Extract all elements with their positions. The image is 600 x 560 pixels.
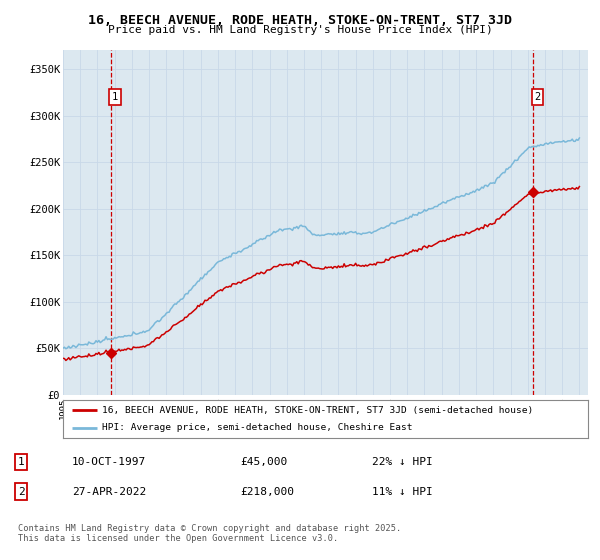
Text: £45,000: £45,000 [240,457,287,467]
Text: 2: 2 [17,487,25,497]
Text: 22% ↓ HPI: 22% ↓ HPI [372,457,433,467]
Text: 1: 1 [112,92,118,102]
Text: 1: 1 [17,457,25,467]
Text: 11% ↓ HPI: 11% ↓ HPI [372,487,433,497]
Text: 2: 2 [535,92,541,102]
Text: Price paid vs. HM Land Registry's House Price Index (HPI): Price paid vs. HM Land Registry's House … [107,25,493,35]
Text: 16, BEECH AVENUE, RODE HEATH, STOKE-ON-TRENT, ST7 3JD (semi-detached house): 16, BEECH AVENUE, RODE HEATH, STOKE-ON-T… [103,405,533,414]
Text: 16, BEECH AVENUE, RODE HEATH, STOKE-ON-TRENT, ST7 3JD: 16, BEECH AVENUE, RODE HEATH, STOKE-ON-T… [88,14,512,27]
Text: Contains HM Land Registry data © Crown copyright and database right 2025.
This d: Contains HM Land Registry data © Crown c… [18,524,401,543]
Text: 27-APR-2022: 27-APR-2022 [72,487,146,497]
Text: £218,000: £218,000 [240,487,294,497]
Text: 10-OCT-1997: 10-OCT-1997 [72,457,146,467]
Text: HPI: Average price, semi-detached house, Cheshire East: HPI: Average price, semi-detached house,… [103,423,413,432]
